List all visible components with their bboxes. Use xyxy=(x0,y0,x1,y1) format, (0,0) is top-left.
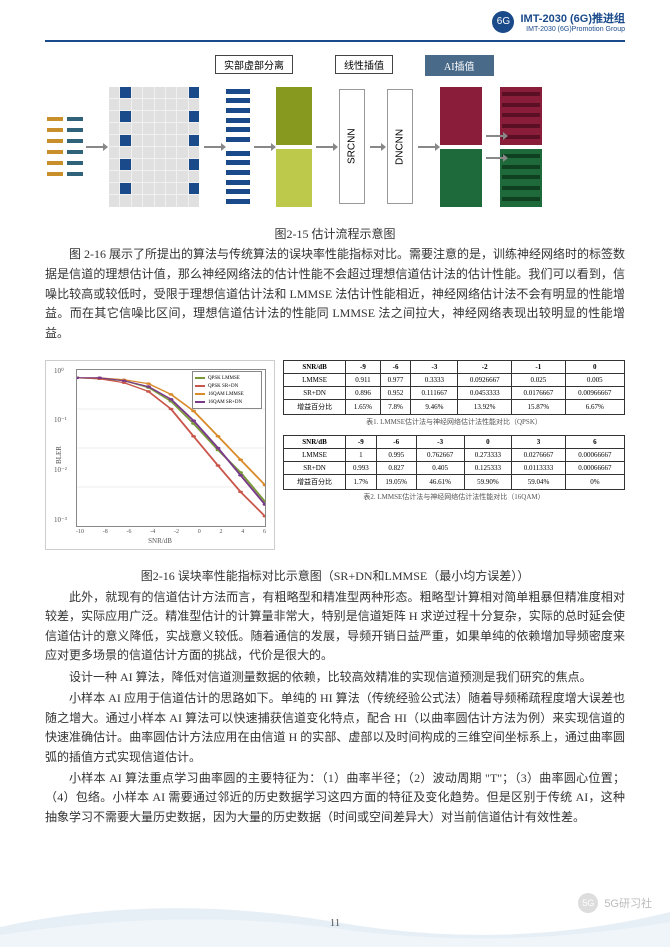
ytick: 10⁻¹ xyxy=(54,416,67,424)
watermark-text: 5G研习社 xyxy=(604,895,652,911)
arrow-icon xyxy=(316,146,334,148)
output-final xyxy=(500,87,542,207)
header-text: IMT-2030 (6G)推进组 IMT-2030 (6G)Promotion … xyxy=(520,10,625,33)
caption-fig216: 图2-16 误块率性能指标对比示意图（SR+DN和LMMSE（最小均方误差）） xyxy=(0,567,670,584)
table1-wrap: SNR/dB-9-6-3-2-10LMMSE0.9110.9770.33330.… xyxy=(283,360,625,427)
header-rule xyxy=(45,40,625,42)
bler-chart: QPSK LMMSEQPSK SR+DN16QAM LMMSE16QAM SR+… xyxy=(45,360,275,550)
srcnn-box: SRCNN xyxy=(339,89,365,204)
dncnn-box: DNCNN xyxy=(387,89,413,204)
arrow-icon xyxy=(254,146,272,148)
tables-column: SNR/dB-9-6-3-2-10LMMSE0.9110.9770.33330.… xyxy=(283,360,625,560)
table2-caption: 表2. LMMSE估计法与神经网络估计法性能对比（16QAM） xyxy=(283,492,625,502)
ytick: 10⁻² xyxy=(54,466,67,474)
chart-legend: QPSK LMMSEQPSK SR+DN16QAM LMMSE16QAM SR+… xyxy=(192,371,262,409)
caption-fig215: 图2-15 估计流程示意图 xyxy=(0,225,670,242)
logo-badge: 6G xyxy=(492,11,514,33)
watermark: 5G 5G研习社 xyxy=(578,893,652,913)
header-line1: IMT-2030 (6G)推进组 xyxy=(520,10,625,26)
para1-text: 图 2-16 展示了所提出的算法与传统算法的误块率性能指标对比。需要注意的是，训… xyxy=(45,245,625,344)
input-signal-1 xyxy=(47,114,63,179)
body-lower: 此外，就现有的信道估计方法而言，有粗略型和精准型两种形态。粗略型计算相对简单粗暴… xyxy=(45,588,625,829)
separated-columns xyxy=(226,87,250,207)
table1-caption: 表1. LMMSE估计法与神经网络估计法性能对比（QPSK） xyxy=(283,417,625,427)
table1: SNR/dB-9-6-3-2-10LMMSE0.9110.9770.33330.… xyxy=(283,360,625,415)
page-root: 6G IMT-2030 (6G)推进组 IMT-2030 (6G)Promoti… xyxy=(0,0,670,947)
channel-matrix xyxy=(109,87,199,207)
flow-label-separate: 实部虚部分离 xyxy=(215,55,293,74)
chart-table-row: QPSK LMMSEQPSK SR+DN16QAM LMMSE16QAM SR+… xyxy=(45,360,625,560)
paragraph-1: 图 2-16 展示了所提出的算法与传统算法的误块率性能指标对比。需要注意的是，训… xyxy=(45,245,625,346)
table2: SNR/dB-9-6-3036LMMSE10.9950.7626670.2733… xyxy=(283,435,625,490)
flow-body: SRCNN DNCNN xyxy=(45,73,625,220)
para2: 此外，就现有的信道估计方法而言，有粗略型和精准型两种形态。粗略型计算相对简单粗暴… xyxy=(45,588,625,666)
arrow-icon xyxy=(370,146,382,148)
para4: 小样本 AI 应用于信道估计的思路如下。单纯的 HI 算法（传统经验公式法）随着… xyxy=(45,689,625,767)
watermark-icon: 5G xyxy=(578,893,598,913)
para3: 设计一种 AI 算法，降低对信道测量数据的依赖，比较高效精准的实现信道预测是我们… xyxy=(45,668,625,687)
linear-interp-top xyxy=(276,87,312,207)
ylabel: BLER xyxy=(55,446,63,464)
arrow-icon xyxy=(418,146,436,148)
input-signal-2 xyxy=(67,114,83,179)
para5: 小样本 AI 算法重点学习曲率圆的主要特征为：（1）曲率半径；（2）波动周期 "… xyxy=(45,769,625,827)
arrow-icon xyxy=(86,146,104,148)
ytick: 10⁰ xyxy=(54,367,64,375)
table2-wrap: SNR/dB-9-6-3036LMMSE10.9950.7626670.2733… xyxy=(283,435,625,502)
xlabel: SNR/dB xyxy=(148,537,172,545)
ytick: 10⁻³ xyxy=(54,516,67,524)
arrow-icon xyxy=(204,146,222,148)
header: 6G IMT-2030 (6G)推进组 IMT-2030 (6G)Promoti… xyxy=(492,10,625,33)
flow-diagram: 实部虚部分离 线性插值 AI插值 xyxy=(45,55,625,220)
xticks: -10-8-6-4-20246 xyxy=(76,529,266,537)
arrow-split xyxy=(485,135,497,159)
page-number: 11 xyxy=(0,917,670,929)
output-split xyxy=(440,87,482,207)
header-line2: IMT-2030 (6G)Promotion Group xyxy=(520,26,625,33)
flow-label-linear: 线性插值 xyxy=(335,55,393,74)
